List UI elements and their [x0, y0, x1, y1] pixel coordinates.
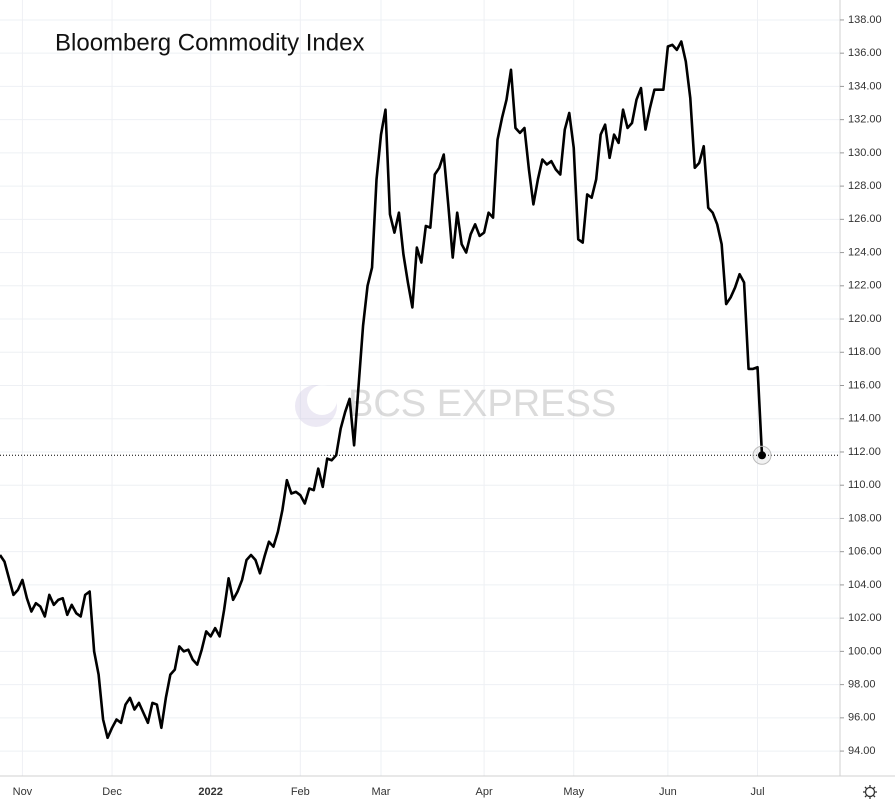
y-tick-label: 138.00 [848, 14, 882, 26]
x-tick-label: Apr [476, 786, 493, 798]
y-tick-label: 110.00 [848, 479, 881, 491]
x-tick-label: Nov [13, 786, 33, 798]
last-point [758, 451, 766, 460]
watermark: BCS EXPRESS [295, 383, 616, 427]
y-tick-label: 126.00 [848, 213, 882, 225]
y-tick-label: 122.00 [848, 280, 882, 292]
y-tick-label: 116.00 [848, 379, 881, 391]
y-tick-label: 134.00 [848, 80, 882, 92]
y-tick-label: 120.00 [848, 313, 882, 325]
y-tick-label: 112.00 [848, 446, 881, 458]
y-tick-label: 132.00 [848, 114, 882, 126]
y-tick-label: 102.00 [848, 612, 882, 624]
x-tick-label: Dec [102, 786, 122, 798]
watermark-text: BCS EXPRESS [348, 383, 616, 425]
x-tick-label: Feb [291, 786, 310, 798]
y-tick-label: 100.00 [848, 645, 882, 657]
y-tick-label: 130.00 [848, 147, 882, 159]
watermark-logo [307, 385, 337, 415]
x-tick-label: Mar [372, 786, 391, 798]
watermark-logo [295, 385, 337, 427]
y-tick-label: 94.00 [848, 745, 876, 757]
y-tick-label: 106.00 [848, 546, 882, 558]
y-tick-label: 96.00 [848, 712, 876, 724]
x-tick-label: Jul [750, 786, 764, 798]
y-tick-label: 124.00 [848, 246, 882, 258]
y-tick-label: 104.00 [848, 579, 882, 591]
y-tick-label: 136.00 [848, 47, 882, 59]
y-tick-label: 118.00 [848, 346, 881, 358]
settings-icon[interactable] [863, 785, 877, 799]
y-tick-label: 128.00 [848, 180, 882, 192]
y-tick-label: 98.00 [848, 679, 876, 691]
x-tick-label: Jun [659, 786, 677, 798]
x-tick-label: 2022 [198, 786, 222, 798]
chart-title: Bloomberg Commodity Index [55, 29, 364, 56]
grid [0, 0, 840, 776]
x-tick-label: May [563, 786, 584, 798]
line-series [0, 40, 764, 740]
y-tick-label: 114.00 [848, 413, 881, 425]
y-tick-label: 108.00 [848, 512, 882, 524]
